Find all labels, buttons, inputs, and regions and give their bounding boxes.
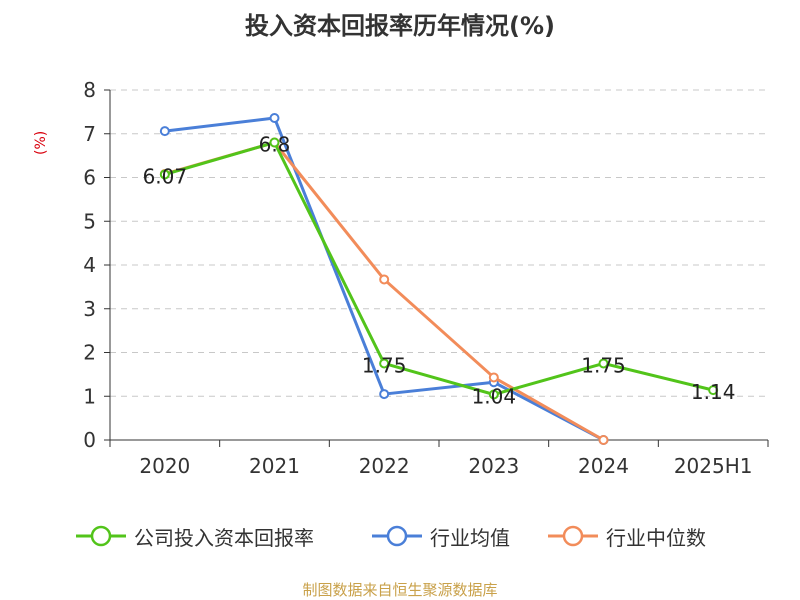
legend-label: 行业中位数 — [606, 526, 706, 550]
source-note: 制图数据来自恒生聚源数据库 — [302, 581, 498, 599]
data-point — [379, 358, 390, 369]
y-tick-label: 6 — [83, 166, 96, 190]
legend-swatch — [372, 525, 422, 547]
legend: 公司投入资本回报率 行业均值 行业中位数 — [0, 518, 800, 554]
legend-swatch — [76, 525, 126, 547]
data-point — [708, 385, 719, 396]
x-tick-label: 2025H1 — [674, 454, 753, 478]
data-point — [488, 372, 499, 383]
line-chart: 0 1 2 3 4 5 6 7 8 2020 2021 2022 2023 2024 2025H1 6.07 6… — [83, 78, 769, 478]
x-tick-label: 2024 — [578, 454, 629, 478]
data-point — [379, 274, 390, 285]
y-tick-label: 7 — [83, 122, 96, 146]
y-tick-label: 1 — [83, 384, 96, 408]
series-line — [164, 141, 714, 396]
x-tick-label: 2020 — [139, 454, 190, 478]
y-tick-label: 3 — [83, 297, 96, 321]
data-point — [379, 389, 390, 400]
data-point — [159, 169, 170, 180]
data-point — [598, 358, 609, 369]
data-point — [269, 113, 280, 123]
x-tick-label: 2023 — [468, 454, 519, 478]
data-label: 1.14 — [691, 380, 736, 404]
data-label: 1.75 — [581, 353, 626, 377]
legend-label: 公司投入资本回报率 — [134, 526, 314, 550]
data-label: 6.07 — [143, 164, 188, 188]
chart-title: 投入资本回报率历年情况(%) — [245, 12, 555, 40]
data-label: 1.75 — [362, 353, 407, 377]
data-label: 1.04 — [472, 385, 517, 409]
data-point — [159, 126, 170, 137]
y-tick-label: 4 — [83, 253, 96, 277]
legend-swatch — [548, 525, 598, 547]
data-point — [488, 389, 499, 400]
y-tick-label: 2 — [83, 341, 96, 365]
x-tick-label: 2022 — [359, 454, 410, 478]
y-tick-label: 0 — [83, 428, 96, 452]
y-tick-label: 5 — [83, 209, 96, 233]
y-tick-label: 8 — [83, 78, 96, 102]
legend-label: 行业均值 — [430, 526, 510, 550]
data-label: 6.8 — [259, 133, 291, 157]
x-tick-label: 2021 — [249, 454, 300, 478]
data-point — [598, 435, 609, 445]
data-point — [269, 137, 280, 148]
